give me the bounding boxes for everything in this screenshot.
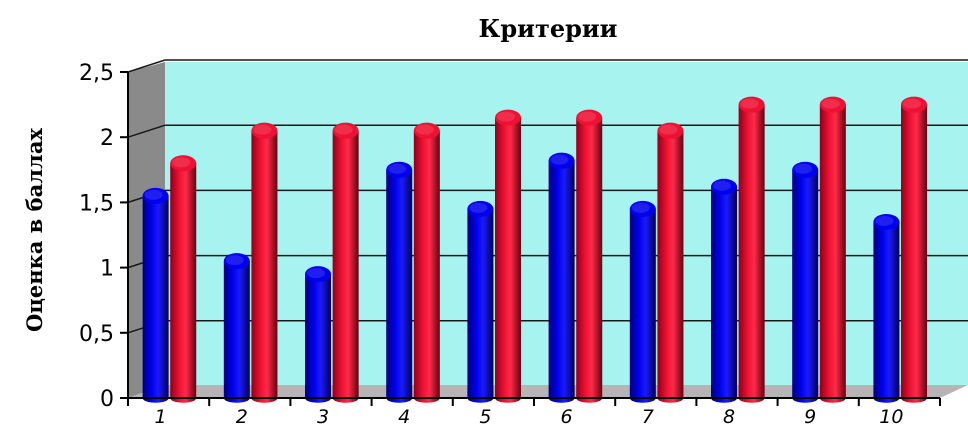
bar (142, 187, 169, 403)
x-tick-label: 7 (642, 406, 654, 425)
y-ticks: 0 0,5 1 1,5 2 2,5 (79, 61, 128, 412)
x-tick-label: 8 (723, 406, 735, 425)
chart-title: Критерии (479, 14, 618, 43)
y-tick-label: 0 (100, 387, 114, 412)
bar (413, 122, 440, 403)
y-tick-label: 2,5 (79, 61, 114, 86)
gridline-side (127, 59, 166, 73)
x-tick-label: 4 (398, 406, 410, 425)
bar (901, 96, 928, 403)
bar (467, 200, 494, 403)
x-tick-label: 3 (317, 406, 329, 425)
bar (873, 213, 900, 403)
y-tick-label: 1,5 (79, 191, 114, 216)
bar (251, 122, 278, 403)
bar (495, 109, 522, 403)
bar (576, 109, 603, 403)
x-ticks: 1 2 3 4 5 6 7 8 9 10 (127, 398, 941, 425)
x-tick-label: 2 (236, 406, 248, 425)
bar (792, 161, 819, 403)
x-tick-label: 9 (804, 406, 816, 425)
bar (332, 122, 359, 403)
bar (629, 200, 656, 403)
y-tick-label: 2 (100, 126, 114, 151)
x-tick-label: 6 (561, 406, 573, 425)
y-tick-label: 1 (100, 257, 114, 282)
bar (386, 161, 413, 403)
x-tick-label: 5 (479, 406, 491, 425)
bar (657, 122, 684, 403)
bar (170, 155, 197, 403)
x-tick-label: 1 (155, 406, 167, 425)
gridline-side (127, 124, 166, 138)
bar (711, 178, 738, 403)
y-tick-label: 0,5 (79, 322, 114, 347)
bar (305, 266, 332, 403)
bar (819, 96, 846, 403)
bar (548, 152, 575, 403)
y-axis-label: Оценка в баллах (22, 128, 47, 332)
bar (223, 253, 250, 403)
bar (738, 96, 765, 403)
x-tick-label: 10 (879, 406, 903, 425)
bars (142, 96, 928, 403)
